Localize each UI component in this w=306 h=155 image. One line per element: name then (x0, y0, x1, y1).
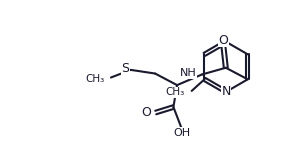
Text: O: O (141, 106, 151, 119)
Text: O: O (218, 34, 228, 47)
Text: NH: NH (180, 68, 196, 78)
Text: CH₃: CH₃ (166, 87, 185, 97)
Text: S: S (121, 62, 129, 75)
Text: OH: OH (173, 128, 190, 138)
Text: CH₃: CH₃ (85, 74, 104, 84)
Text: N: N (222, 85, 231, 98)
